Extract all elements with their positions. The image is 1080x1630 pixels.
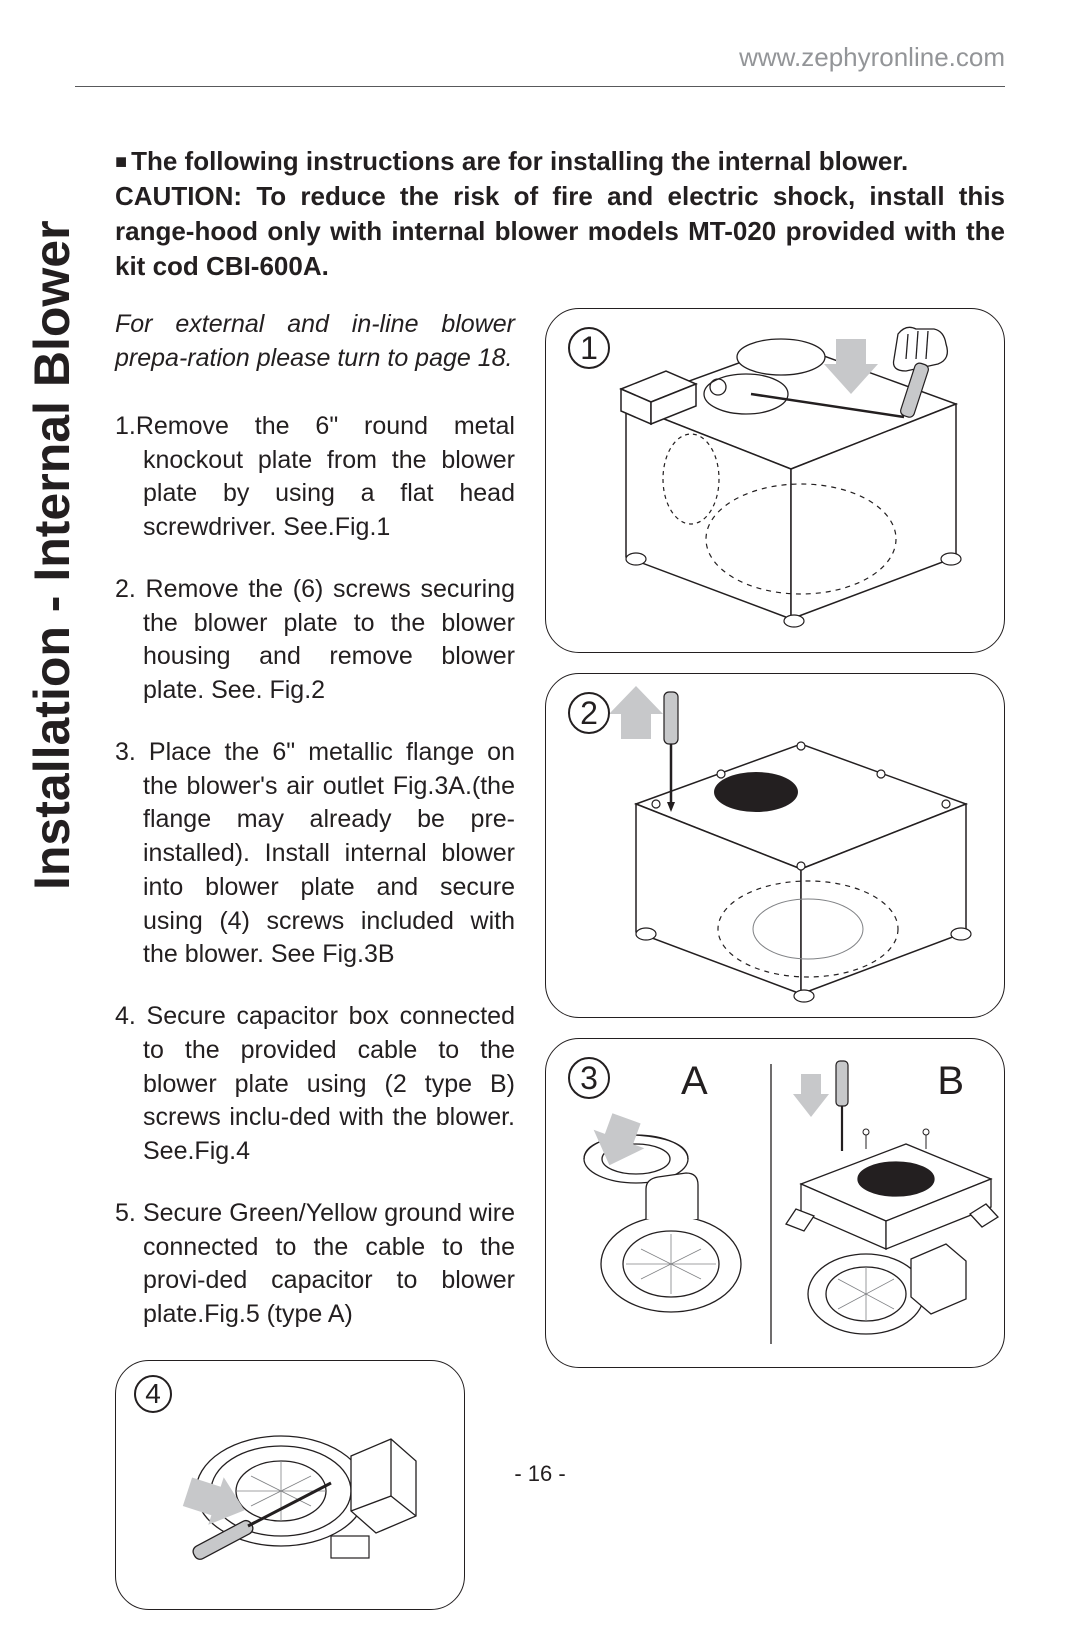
figure-3-label-b: B bbox=[937, 1059, 964, 1104]
page-content: ■The following instructions are for inst… bbox=[115, 144, 1005, 1630]
step-2: 2. Remove the (6) screws securing the bl… bbox=[115, 573, 515, 708]
intro-line1: The following instructions are for insta… bbox=[131, 146, 908, 176]
figure-3-panel: 3 A B bbox=[545, 1038, 1005, 1368]
figure-1-illustration bbox=[546, 309, 1006, 654]
header-url: www.zephyronline.com bbox=[739, 42, 1005, 73]
sidebar-title: Installation - Internal Blower bbox=[22, 130, 82, 890]
figure-2-panel: 2 bbox=[545, 673, 1005, 1018]
steps-list: 1.Remove the 6" round metal knockout pla… bbox=[115, 410, 515, 1332]
bullet-square-icon: ■ bbox=[115, 151, 127, 173]
step-5: 5. Secure Green/Yellow ground wire conne… bbox=[115, 1197, 515, 1332]
page-number: - 16 - bbox=[0, 1461, 1080, 1487]
header-rule bbox=[75, 86, 1005, 87]
figure-3-label-a: A bbox=[681, 1059, 708, 1104]
step-4: 4. Secure capacitor box connected to the… bbox=[115, 1000, 515, 1169]
external-note: For external and in-line blower prepa-ra… bbox=[115, 308, 515, 376]
right-column: 1 bbox=[545, 308, 1005, 1388]
intro-paragraph: ■The following instructions are for inst… bbox=[115, 144, 1005, 284]
left-column: For external and in-line blower prepa-ra… bbox=[115, 308, 515, 1630]
figure-2-illustration bbox=[546, 674, 1006, 1019]
figure-1-panel: 1 bbox=[545, 308, 1005, 653]
two-column-layout: For external and in-line blower prepa-ra… bbox=[115, 308, 1005, 1630]
step-1: 1.Remove the 6" round metal knockout pla… bbox=[115, 410, 515, 545]
step-3: 3. Place the 6" metallic flange on the b… bbox=[115, 736, 515, 972]
intro-caution: CAUTION: To reduce the risk of fire and … bbox=[115, 181, 1005, 281]
figure-4-number: 4 bbox=[134, 1375, 172, 1413]
